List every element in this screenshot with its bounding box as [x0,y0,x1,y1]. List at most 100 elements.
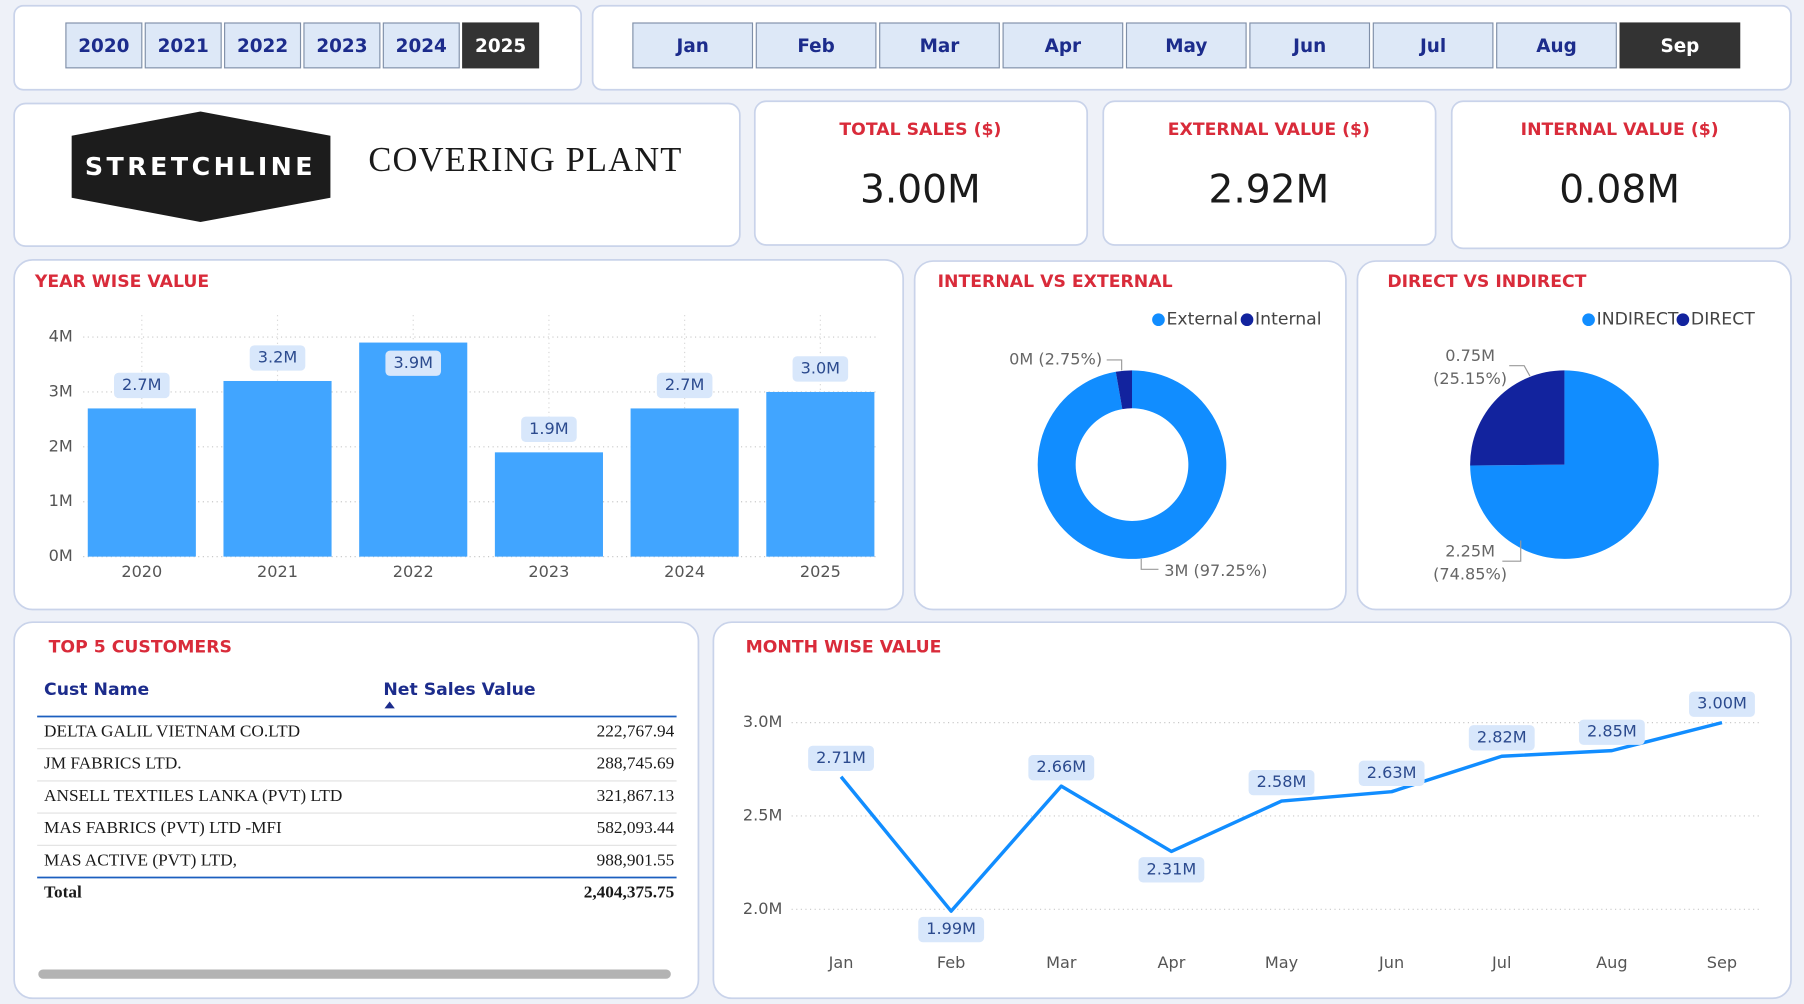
y-tick-label: 2M [49,436,73,455]
pie-slice [1470,370,1659,559]
data-label-box [1138,857,1205,883]
column-header: Cust Name [44,680,149,700]
month-button-label[interactable]: Mar [920,36,961,57]
data-label: 3.00M [1697,694,1747,713]
logo-text: STRETCHLINE [85,152,316,181]
month-button[interactable] [879,22,1000,69]
month-button[interactable] [1125,22,1247,69]
month-button[interactable] [1002,22,1124,69]
x-tick-label: May [1265,953,1299,972]
month-button-label[interactable]: Feb [797,36,834,57]
data-label-box [808,745,874,772]
year-button[interactable] [382,22,460,69]
data-label: 1.99M [926,919,976,938]
kpi-panel [753,100,1089,246]
bar [766,391,875,557]
chart-title: INTERNAL VS EXTERNAL [938,272,1173,292]
year-button-label[interactable]: 2020 [78,36,129,57]
table-cell: MAS ACTIVE (PVT) LTD, [44,850,237,869]
legend-label: Internal [1255,310,1321,330]
x-tick-label: 2023 [528,562,569,581]
table-cell: ANSELL TEXTILES LANKA (PVT) LTD [44,786,342,805]
x-tick-label: 2025 [800,562,841,581]
legend-marker [1676,313,1690,327]
year-button-label[interactable]: 2023 [316,36,367,57]
line-panel [712,621,1792,1000]
y-tick-label: 1M [49,491,73,510]
leader-line [1509,365,1531,377]
data-label-box [792,356,849,382]
bar [359,342,468,557]
month-button[interactable] [1249,22,1371,69]
table-cell: MAS FABRICS (PVT) LTD -MFI [44,818,282,837]
month-button-label[interactable]: Sep [1660,36,1699,57]
column-header: Net Sales Value [383,680,535,700]
data-label: (25.15%) [1433,369,1507,388]
x-tick-label: 2024 [664,562,705,581]
year-button[interactable] [224,22,302,69]
year-button-label[interactable]: 2021 [158,36,209,57]
kpi-label: TOTAL SALES ($) [839,120,1001,140]
leader-line [1502,540,1522,562]
year-button[interactable] [303,22,381,69]
data-label: 2.58M [1257,772,1307,791]
table-cell: 582,093.44 [597,818,675,837]
data-label-box [656,372,713,399]
data-label: 0M (2.75%) [1009,349,1102,368]
data-label-box [521,416,577,442]
sort-indicator[interactable] [384,701,395,709]
data-label-box [918,916,985,943]
data-label: 2.7M [665,375,704,394]
total-value: 2,404,375.75 [584,883,675,902]
x-tick-label: 2022 [393,562,434,581]
data-label-box [1248,769,1315,796]
page-title: COVERING PLANT [368,141,682,179]
leader-line [1106,359,1123,371]
kpi-value: 0.08M [1559,168,1680,213]
month-button-label[interactable]: Apr [1045,36,1082,57]
bar [630,408,739,557]
year-button-label[interactable]: 2022 [237,36,288,57]
data-label: 2.66M [1036,757,1086,776]
month-button[interactable] [1619,22,1741,69]
month-button[interactable] [1372,22,1494,69]
chart-title: DIRECT VS INDIRECT [1387,272,1586,292]
month-button[interactable] [1496,22,1617,69]
month-button-label[interactable]: Aug [1536,36,1577,57]
y-tick-label: 4M [49,327,73,346]
bar [87,408,196,557]
data-label: 2.63M [1367,763,1417,782]
month-button-label[interactable]: May [1165,36,1207,57]
year-button[interactable] [65,22,143,69]
table-title: TOP 5 CUSTOMERS [49,637,232,657]
legend-marker [1582,313,1595,327]
bar [223,380,332,557]
month-button-label[interactable]: Jan [675,36,709,57]
year-button[interactable] [144,22,222,69]
data-label: 2.85M [1587,722,1637,741]
bar [494,452,603,557]
month-button-label[interactable]: Jul [1418,36,1446,57]
scrollbar[interactable] [38,969,671,979]
x-tick-label: Sep [1707,953,1737,972]
y-tick-label: 0M [49,546,73,565]
data-label-box [1578,719,1645,745]
y-tick-label: 3.0M [743,712,782,731]
year-button-label[interactable]: 2025 [475,36,526,57]
legend-marker [1152,313,1165,327]
month-button-label[interactable]: Jun [1291,36,1326,57]
legend-label: External [1167,310,1239,330]
data-label-box [1358,760,1425,786]
year-button-label[interactable]: 2024 [396,36,447,57]
legend-label: INDIRECT [1597,310,1679,330]
legend-label: DIRECT [1691,310,1755,330]
year-button[interactable] [462,22,540,69]
month-button[interactable] [755,22,877,69]
x-tick-label: 2020 [121,562,162,581]
data-label-box [1028,755,1095,781]
month-button[interactable] [632,22,754,69]
table-cell: 988,901.55 [597,850,675,869]
data-label: 1.9M [529,419,568,438]
table-panel [13,621,700,1000]
